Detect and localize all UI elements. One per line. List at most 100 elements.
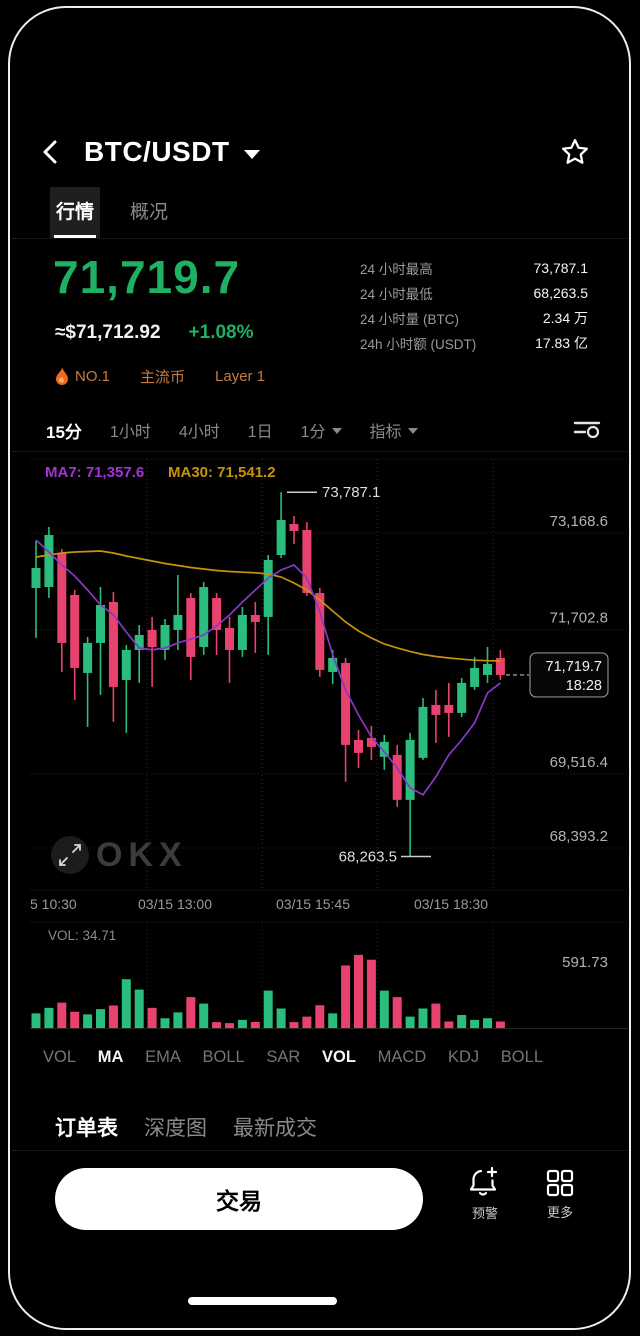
timeframe-1小时[interactable]: 1小时: [110, 418, 151, 442]
more-button[interactable]: 更多: [537, 1168, 583, 1221]
candle-body: [457, 682, 467, 713]
pair-dropdown-caret-icon[interactable]: [243, 149, 260, 159]
volume-bar: [237, 1019, 247, 1028]
badge-主流币[interactable]: 主流币: [140, 366, 185, 387]
volume-bar: [354, 954, 363, 1028]
separator: [12, 238, 628, 239]
candlestick-chart[interactable]: 73,168.6 71,702.8 69,516.4 68,393.2 MA7: 71,…: [0, 453, 640, 918]
stat-value: 73,787.1: [533, 259, 589, 276]
indicator-tab-BOLL[interactable]: BOLL: [500, 1047, 543, 1066]
y-axis-label: 68,393.2: [550, 828, 608, 845]
timeframe-15分[interactable]: 15分: [46, 418, 82, 443]
timeframe-1分[interactable]: 1分: [301, 418, 342, 442]
chevron-down-icon: [407, 428, 418, 434]
ma30-legend: MA30: 71,541.2: [168, 464, 276, 481]
indicator-tab-BOLL[interactable]: BOLL: [202, 1047, 245, 1066]
timeframe-指标[interactable]: 指标: [370, 418, 418, 442]
more-label: 更多: [546, 1205, 573, 1220]
volume-bar: [83, 1014, 93, 1028]
x-axis-label: 03/15 18:30: [414, 896, 488, 912]
back-icon[interactable]: [40, 138, 62, 166]
stat-row: 24 小时最低 68,263.5: [360, 280, 588, 305]
bell-plus-icon: [469, 1166, 498, 1196]
volume-bar: [483, 1018, 492, 1028]
indicator-tab-VOL[interactable]: VOL: [43, 1047, 77, 1066]
volume-bar: [173, 1012, 183, 1028]
chart-settings-button[interactable]: [572, 416, 602, 445]
indicator-tab-SAR[interactable]: SAR: [266, 1047, 301, 1066]
volume-bar: [405, 1016, 415, 1028]
timeframe-1日[interactable]: 1日: [248, 418, 273, 442]
volume-bar: [379, 990, 389, 1028]
alert-button[interactable]: 预警: [462, 1165, 508, 1222]
volume-bar: [186, 997, 196, 1028]
trade-button[interactable]: 交易: [55, 1168, 423, 1230]
stat-row: 24h 小时额 (USDT) 17.83 亿: [360, 330, 588, 355]
volume-bar: [134, 989, 144, 1028]
indicator-tabs: VOL MA EMA BOLL SAR VOL MACD KDJ BOLL: [0, 1040, 640, 1074]
candle-body: [289, 524, 299, 531]
candle-body: [199, 586, 209, 647]
timeframe-label: 15分: [46, 422, 82, 442]
volume-bar: [341, 965, 351, 1028]
candle-body: [354, 739, 363, 753]
volume-bar: [199, 1003, 209, 1028]
candle-body: [302, 530, 312, 593]
orderbook-tab-订单表[interactable]: 订单表: [55, 1117, 118, 1140]
current-price-badge: [529, 652, 609, 698]
candle-body: [160, 624, 170, 650]
volume-bar: [160, 1018, 170, 1028]
candle-body: [379, 741, 389, 757]
y-axis-label: 73,168.6: [550, 513, 608, 530]
badge-label: Layer 1: [215, 367, 266, 385]
stat-row: 24 小时量 (BTC) 2.34 万: [360, 305, 588, 330]
volume-axis-label: 591.73: [562, 954, 608, 971]
candle-body: [134, 634, 144, 650]
volume-bar: [212, 1022, 222, 1028]
indicator-tab-MA[interactable]: MA: [97, 1047, 124, 1066]
orderbook-tab-深度图[interactable]: 深度图: [144, 1117, 207, 1140]
tab-行情[interactable]: 行情: [50, 186, 101, 238]
page-title[interactable]: BTC/USDT: [84, 136, 230, 167]
candle-body: [57, 553, 67, 643]
tab-概况[interactable]: 概况: [130, 201, 169, 223]
badge-Layer 1[interactable]: Layer 1: [215, 368, 265, 385]
candle-body: [237, 614, 247, 650]
candle-body: [341, 662, 351, 745]
timeframe-4小时[interactable]: 4小时: [179, 418, 220, 442]
volume-bar: [366, 959, 376, 1028]
ma7-legend: MA7: 71,357.6: [45, 464, 144, 481]
badge-NO.1[interactable]: NO.1: [55, 366, 110, 386]
watermark[interactable]: OKX: [51, 836, 188, 874]
low-annotation: 68,263.5: [339, 849, 397, 866]
volume-label: VOL: 34.71: [48, 928, 116, 943]
indicator-tab-MACD[interactable]: MACD: [377, 1047, 427, 1066]
candle-body: [483, 663, 492, 675]
volume-bar: [392, 997, 402, 1028]
stat-value: 2.34 万: [542, 309, 588, 326]
volume-chart[interactable]: VOL: 34.71 591.73: [0, 920, 640, 1035]
volume-bar: [147, 1007, 157, 1028]
candle-body: [250, 614, 260, 622]
candle-body: [83, 642, 93, 673]
indicator-tab-EMA[interactable]: EMA: [145, 1047, 181, 1066]
candle-body: [31, 568, 41, 588]
candle-body: [392, 754, 402, 800]
stat-label: 24h 小时额 (USDT): [360, 336, 477, 352]
home-indicator: [188, 1297, 337, 1305]
header: BTC/USDT: [40, 132, 600, 172]
x-axis-label: 5 10:30: [30, 896, 77, 912]
candle-body: [444, 704, 454, 713]
volume-bar: [70, 1011, 80, 1028]
fiat-row: ≈$71,712.92 +1.08%: [55, 322, 254, 344]
candle-body: [96, 605, 105, 643]
volume-bar: [276, 1008, 286, 1028]
indicator-tab-VOL[interactable]: VOL: [322, 1047, 356, 1066]
indicator-tab-KDJ[interactable]: KDJ: [447, 1047, 480, 1066]
stat-label: 24 小时最低: [360, 286, 433, 302]
orderbook-tab-最新成交[interactable]: 最新成交: [233, 1117, 317, 1140]
volume-bar: [263, 990, 273, 1028]
grid-more-icon: [546, 1169, 574, 1197]
candle-body: [470, 667, 480, 687]
favorite-star-icon[interactable]: [560, 137, 590, 167]
